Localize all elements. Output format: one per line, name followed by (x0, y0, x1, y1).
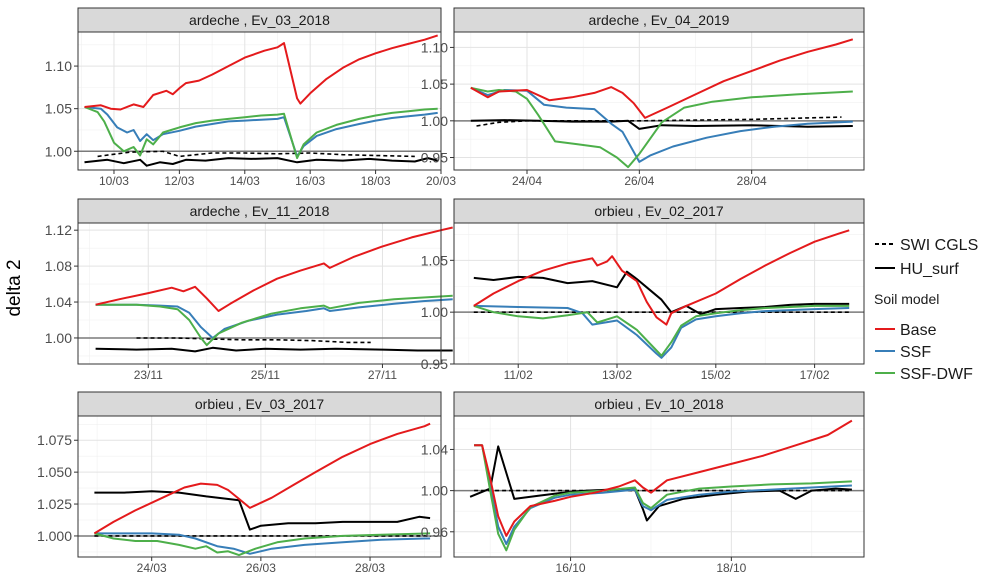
y-tick-label: 0.95 (421, 356, 448, 372)
panel-border (77, 31, 442, 171)
y-tick-label: 1.05 (45, 101, 72, 117)
legend-label: SSF (900, 344, 931, 361)
series-line-base (93, 422, 431, 535)
panel-border (453, 222, 865, 365)
panel-background (78, 32, 441, 170)
x-tick-label: 16/03 (295, 174, 325, 188)
y-tick-label: 1.00 (421, 483, 448, 499)
x-tick-label: 18/10 (716, 561, 746, 575)
x-tick-label: 24/04 (512, 174, 542, 188)
panel-title: orbieu , Ev_02_2017 (594, 203, 723, 219)
y-tick-label: 1.05 (421, 76, 448, 92)
panel-strip (453, 198, 865, 224)
series-line-hu-surf (95, 346, 453, 353)
y-tick-label: 1.08 (45, 258, 72, 274)
x-tick-label: 26/03 (246, 561, 276, 575)
series-line-base (473, 229, 850, 326)
x-tick-label: 10/03 (99, 174, 129, 188)
series-line-ssf (84, 106, 438, 158)
y-tick-label: 1.05 (421, 252, 448, 268)
legend-label: SWI CGLS (900, 237, 978, 254)
x-tick-label: 16/10 (556, 561, 586, 575)
x-tick-label: 26/04 (624, 174, 654, 188)
legend-label: SSF-DWF (900, 366, 973, 383)
series-line-swi-cgls (476, 116, 842, 127)
panel-2: ardeche , Ev_04_2019 24/04 26/04 28/04 0.95 1… (421, 7, 865, 188)
panel-5: orbieu , Ev_03_2017 24/03 26/03 28/03 1.000 1… (37, 391, 442, 575)
panel-title: ardeche , Ev_11_2018 (190, 203, 330, 219)
x-tick-label: 20/03 (426, 174, 456, 188)
panel-3: ardeche , Ev_11_2018 23/11 25/11 27/11 1.00 1… (45, 198, 453, 382)
series-line-hu-surf (470, 119, 853, 130)
panel-background (454, 223, 864, 364)
legend: SWI CGLS HU_surf Soil model Base SSF SSF-DWF (874, 237, 978, 383)
y-tick-label: 1.04 (421, 441, 448, 457)
x-tick-label: 15/02 (701, 368, 731, 382)
panel-1: ardeche , Ev_03_2018 10/03 12/03 14/03 16/03… (45, 7, 456, 188)
y-tick-label: 1.10 (421, 39, 448, 55)
panel-border (77, 222, 442, 365)
series-line-base (95, 226, 453, 312)
x-tick-label: 28/04 (737, 174, 767, 188)
series-line-hu-surf (469, 445, 852, 522)
series-line-ssf (94, 532, 431, 555)
y-tick-label: 1.00 (45, 330, 72, 346)
y-tick-label: 1.04 (45, 294, 72, 310)
series-line-ssf-dwf (473, 304, 850, 357)
y-tick-label: 1.00 (421, 113, 448, 129)
x-tick-label: 25/11 (251, 368, 280, 382)
panel-title: orbieu , Ev_10_2018 (594, 396, 723, 412)
series-line-ssf (474, 444, 852, 546)
panel-strip (77, 198, 442, 224)
y-tick-label: 1.10 (45, 58, 72, 74)
x-tick-label: 11/02 (504, 368, 533, 382)
x-tick-label: 17/02 (800, 368, 830, 382)
y-tick-label: 1.050 (37, 464, 72, 480)
x-tick-label: 28/03 (355, 561, 385, 575)
series-line-swi-cgls (136, 337, 371, 344)
legend-title: Soil model (874, 291, 939, 307)
x-tick-label: 12/03 (164, 174, 194, 188)
panel-strip (453, 391, 865, 417)
panel-title: orbieu , Ev_03_2017 (195, 396, 324, 412)
panel-border (453, 31, 865, 171)
series-line-base (474, 419, 853, 537)
series-line-ssf-dwf (95, 294, 453, 347)
panel-4: orbieu , Ev_02_2017 11/02 13/02 15/02 17/02 0… (421, 198, 865, 382)
y-axis-title: delta 2 (4, 259, 25, 316)
x-tick-label: 27/11 (368, 368, 397, 382)
series-line-swi-cgls (97, 150, 415, 158)
y-tick-label: 1.000 (37, 528, 72, 544)
y-tick-label: 1.025 (37, 496, 72, 512)
panel-6: orbieu , Ev_10_2018 16/10 18/10 0.96 1.00 1.0… (421, 391, 865, 575)
legend-label: HU_surf (900, 261, 959, 278)
y-tick-label: 1.00 (421, 304, 448, 320)
series-line-hu-surf (84, 157, 438, 167)
x-tick-label: 13/02 (602, 368, 632, 382)
x-tick-label: 24/03 (137, 561, 167, 575)
panel-strip (77, 7, 442, 33)
x-tick-label: 18/03 (361, 174, 391, 188)
legend-label: Base (900, 322, 937, 339)
y-tick-label: 1.12 (45, 222, 72, 238)
panel-border (453, 415, 865, 558)
panel-border (77, 415, 442, 558)
series-line-base (470, 38, 854, 119)
y-tick-label: 0.95 (421, 150, 448, 166)
y-tick-label: 1.00 (45, 143, 72, 159)
x-tick-label: 23/11 (134, 368, 163, 382)
panels: ardeche , Ev_03_2018 10/03 12/03 14/03 16/03… (37, 7, 865, 575)
x-tick-label: 14/03 (230, 174, 260, 188)
series-line-ssf-dwf (94, 532, 431, 557)
series-line-hu-surf (94, 490, 431, 531)
series-line-hu-surf (473, 270, 850, 316)
series-line-ssf-dwf (84, 106, 438, 160)
series-line-base (84, 34, 439, 111)
series-line-ssf (473, 304, 850, 359)
panel-title: ardeche , Ev_04_2019 (589, 12, 730, 28)
y-tick-label: 1.075 (37, 432, 72, 448)
panel-title: ardeche , Ev_03_2018 (189, 12, 330, 28)
y-tick-label: 0.96 (421, 524, 448, 540)
